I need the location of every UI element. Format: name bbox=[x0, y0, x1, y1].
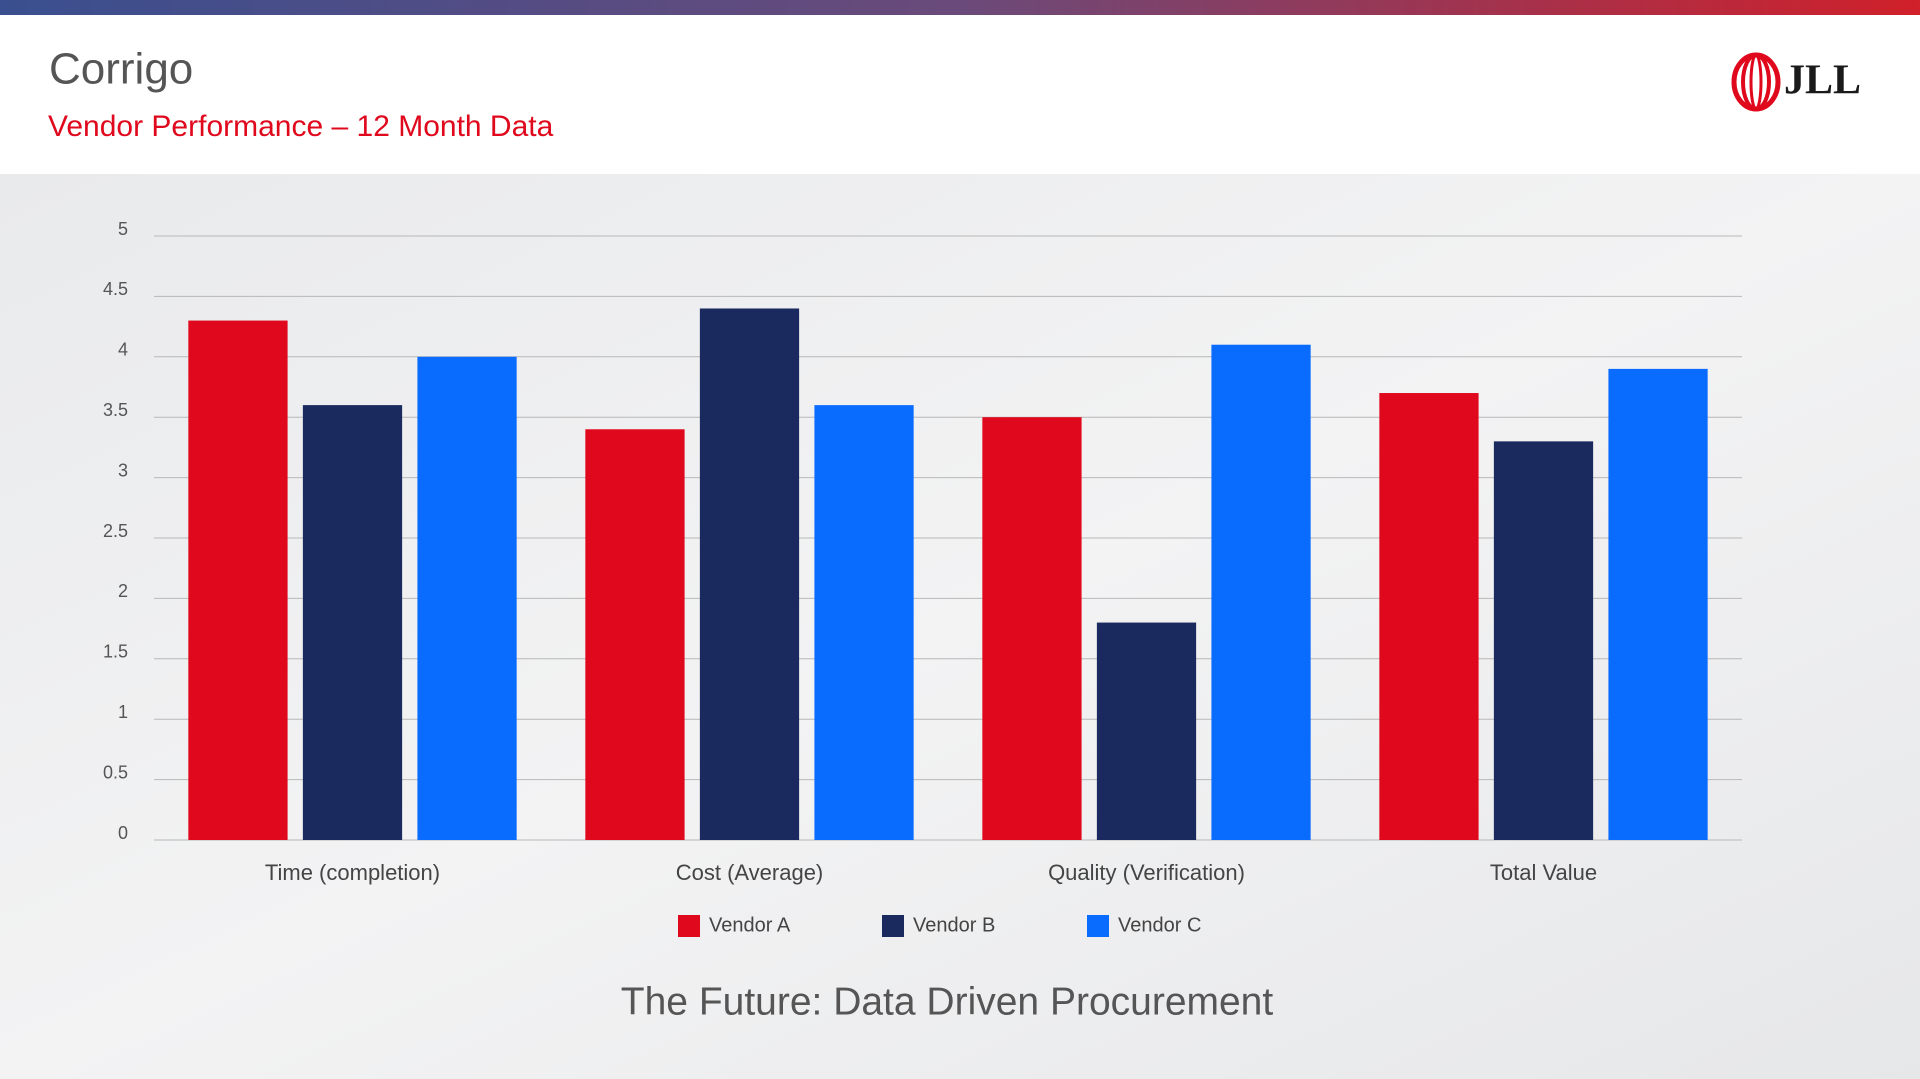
bar bbox=[699, 308, 800, 841]
y-tick-label: 1 bbox=[118, 702, 128, 722]
x-tick-label: Quality (Verification) bbox=[1048, 860, 1245, 885]
legend-swatch bbox=[882, 915, 904, 937]
bar bbox=[1493, 441, 1594, 840]
y-tick-label: 3.5 bbox=[103, 400, 128, 420]
bar bbox=[982, 417, 1082, 840]
y-tick-label: 3 bbox=[118, 460, 128, 480]
legend-label: Vendor C bbox=[1118, 914, 1201, 936]
bar bbox=[1608, 368, 1708, 840]
logo-mark bbox=[1749, 53, 1763, 111]
logo: JLL bbox=[1731, 52, 1861, 112]
bar bbox=[417, 356, 517, 840]
x-tick-label: Time (completion) bbox=[265, 860, 440, 885]
legend-swatch bbox=[1087, 915, 1109, 937]
logo-text: JLL bbox=[1784, 58, 1861, 104]
y-tick-label: 1.5 bbox=[103, 642, 128, 662]
title: Corrigo bbox=[49, 45, 193, 94]
caption: The Future: Data Driven Procurement bbox=[621, 980, 1274, 1023]
y-tick-label: 0 bbox=[118, 823, 128, 843]
x-tick-label: Cost (Average) bbox=[676, 860, 824, 885]
bar bbox=[188, 320, 288, 840]
header-bg bbox=[0, 15, 1920, 174]
bar bbox=[1096, 622, 1197, 840]
top-band bbox=[0, 0, 1920, 15]
legend-swatch bbox=[678, 915, 700, 937]
bar bbox=[814, 405, 914, 840]
y-tick-label: 2.5 bbox=[103, 521, 128, 541]
legend-label: Vendor B bbox=[913, 914, 995, 936]
subtitle: Vendor Performance – 12 Month Data bbox=[48, 110, 554, 143]
bar bbox=[302, 405, 403, 840]
x-tick-label: Total Value bbox=[1490, 860, 1597, 885]
legend-label: Vendor A bbox=[709, 914, 791, 936]
bar bbox=[1379, 393, 1479, 840]
y-tick-label: 2 bbox=[118, 581, 128, 601]
bar bbox=[585, 429, 685, 840]
y-tick-label: 4.5 bbox=[103, 279, 128, 299]
bar bbox=[1211, 344, 1311, 840]
y-tick-label: 5 bbox=[118, 219, 128, 239]
y-tick-label: 4 bbox=[118, 340, 128, 360]
y-tick-label: 0.5 bbox=[103, 762, 128, 782]
